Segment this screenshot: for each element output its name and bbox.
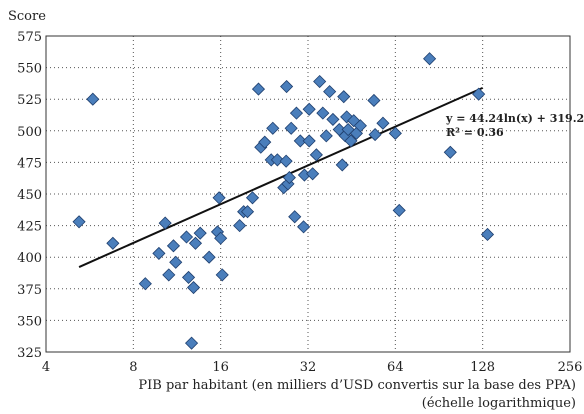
x-axis-scale-note: (échelle logarithmique) — [422, 396, 576, 411]
data-point — [319, 129, 333, 143]
trend-equation-label: y = 44.24ln(x) + 319.29 — [445, 112, 584, 125]
y-tick-label: 325 — [17, 346, 42, 361]
data-point — [162, 268, 176, 282]
data-point — [184, 336, 199, 350]
data-point — [302, 102, 316, 116]
x-tick-label: 32 — [300, 360, 317, 375]
data-point — [158, 216, 172, 230]
data-point — [392, 203, 406, 217]
data-point — [297, 220, 311, 234]
trend-line — [78, 86, 484, 268]
data-point — [181, 270, 196, 284]
data-point — [388, 126, 402, 140]
x-tick-label: 128 — [470, 360, 495, 375]
data-point — [282, 171, 296, 185]
data-point — [166, 239, 181, 253]
data-point — [288, 210, 302, 224]
data-point — [193, 226, 207, 240]
data-point — [368, 128, 382, 142]
y-tick-label: 425 — [17, 220, 42, 235]
plot-area-frame — [45, 35, 571, 353]
x-tick-label: 256 — [558, 360, 583, 375]
data-point — [309, 148, 323, 162]
data-point — [258, 135, 272, 149]
data-point — [376, 116, 390, 130]
data-point — [293, 134, 307, 148]
data-point — [106, 236, 120, 250]
data-point — [480, 227, 495, 242]
y-tick-label: 450 — [17, 188, 42, 203]
y-tick-label: 475 — [17, 156, 42, 171]
data-point — [186, 280, 201, 295]
x-tick-label: 4 — [42, 360, 50, 375]
data-point — [215, 268, 229, 282]
data-point — [313, 74, 327, 89]
data-point — [353, 119, 367, 133]
data-point — [169, 255, 183, 269]
data-point — [306, 167, 320, 181]
data-point — [214, 231, 228, 245]
data-point — [472, 87, 486, 101]
data-point — [326, 112, 340, 126]
data-point — [443, 145, 457, 159]
x-axis-ticks: 4 8 16 32 64 128 256 — [42, 360, 583, 375]
y-tick-label: 375 — [17, 283, 42, 298]
data-point — [179, 230, 194, 244]
data-point — [72, 215, 86, 229]
data-point — [323, 85, 337, 99]
data-point — [367, 93, 381, 108]
x-tick-label: 8 — [129, 360, 137, 375]
y-tick-label: 350 — [17, 314, 42, 329]
data-points — [72, 52, 495, 350]
data-point — [152, 246, 166, 260]
data-point — [279, 154, 293, 168]
data-point — [188, 236, 203, 250]
y-tick-label: 400 — [17, 251, 42, 266]
data-point — [245, 191, 260, 205]
x-tick-label: 64 — [387, 360, 404, 375]
data-point — [270, 153, 284, 167]
y-tick-label: 550 — [17, 62, 42, 77]
data-point — [337, 90, 351, 104]
x-axis-title: PIB par habitant (en milliers d’USD conv… — [138, 378, 576, 393]
data-point — [202, 250, 216, 264]
x-tick-label: 16 — [212, 360, 229, 375]
data-point — [212, 191, 226, 205]
data-point — [266, 121, 280, 135]
data-point — [86, 92, 100, 106]
data-point — [335, 158, 349, 172]
data-point — [233, 219, 247, 233]
data-point — [240, 205, 255, 219]
data-point — [344, 134, 358, 148]
gridlines — [46, 36, 570, 352]
data-point — [284, 121, 298, 135]
data-point — [289, 106, 304, 120]
y-axis-ticks: 325 350 375 400 425 450 475 500 525 550 575 — [17, 30, 42, 361]
y-tick-label: 575 — [17, 30, 42, 45]
data-point — [138, 277, 152, 291]
y-axis-title: Score — [8, 9, 46, 24]
trend-r2-label: R² = 0.36 — [446, 126, 504, 139]
data-point — [280, 79, 294, 94]
data-point — [251, 82, 266, 96]
y-tick-label: 500 — [17, 125, 42, 140]
data-point — [302, 134, 316, 148]
data-point — [316, 106, 330, 120]
data-point — [423, 52, 437, 66]
y-tick-label: 525 — [17, 93, 42, 108]
